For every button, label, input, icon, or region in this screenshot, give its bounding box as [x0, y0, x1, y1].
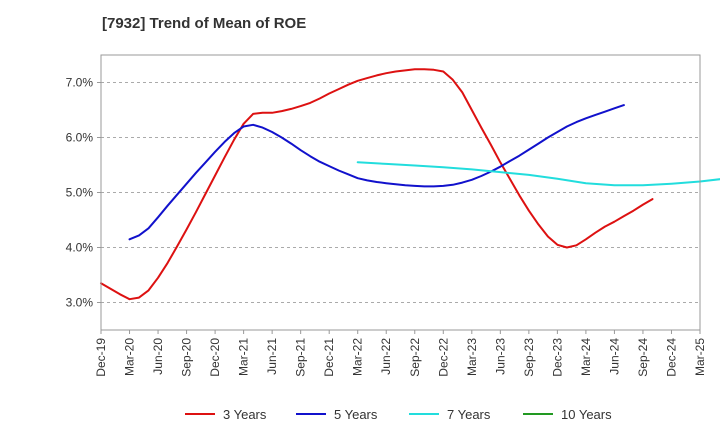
gridlines [101, 82, 700, 303]
x-tick-label: Mar-20 [123, 338, 137, 376]
series-line-5-years [128, 104, 625, 241]
legend-label: 3 Years [223, 407, 267, 422]
series-line-3-years [100, 68, 654, 301]
x-tick-label: Mar-23 [465, 338, 479, 376]
x-tick-label: Mar-21 [237, 338, 251, 376]
x-tick-label: Sep-23 [522, 338, 536, 377]
x-tick-label: Dec-23 [550, 338, 564, 377]
chart-title: [7932] Trend of Mean of ROE [102, 15, 306, 32]
series-lines [100, 68, 720, 301]
x-tick-label: Dec-19 [94, 338, 108, 377]
x-tick-label: Sep-20 [180, 338, 194, 377]
x-tick-label: Mar-24 [579, 338, 593, 376]
x-tick-label: Jun-20 [151, 338, 165, 375]
x-tick-label: Sep-21 [294, 338, 308, 377]
x-axis-ticks: Dec-19 Mar-20 Jun-20 Sep-20 Dec-20 Mar-21 Jun-… [94, 330, 707, 377]
x-tick-label: Dec-24 [664, 338, 678, 377]
y-tick-label: 5.0% [66, 186, 94, 200]
legend-label: 7 Years [447, 407, 491, 422]
x-tick-label: Sep-24 [636, 338, 650, 377]
x-tick-label: Dec-21 [322, 338, 336, 377]
y-tick-label: 6.0% [66, 131, 94, 145]
x-tick-label: Jun-21 [265, 338, 279, 375]
x-tick-label: Dec-22 [436, 338, 450, 377]
x-tick-label: Sep-22 [408, 338, 422, 377]
legend-label: 10 Years [561, 407, 612, 422]
x-tick-label: Mar-25 [693, 338, 707, 376]
x-tick-label: Mar-22 [351, 338, 365, 376]
legend-label: 5 Years [334, 407, 378, 422]
legend: 3 Years 5 Years 7 Years 10 Years [185, 407, 612, 422]
y-tick-label: 3.0% [66, 296, 94, 310]
x-tick-label: Dec-20 [208, 338, 222, 377]
y-tick-label: 4.0% [66, 241, 94, 255]
y-tick-label: 7.0% [66, 76, 94, 90]
x-tick-label: Jun-24 [607, 338, 621, 375]
x-tick-label: Jun-22 [379, 338, 393, 375]
x-tick-label: Jun-23 [493, 338, 507, 375]
series-line-7-years [356, 161, 720, 187]
plot-area-frame [100, 54, 701, 331]
y-axis-ticks: 3.0% 4.0% 5.0% 6.0% 7.0% [66, 76, 101, 310]
